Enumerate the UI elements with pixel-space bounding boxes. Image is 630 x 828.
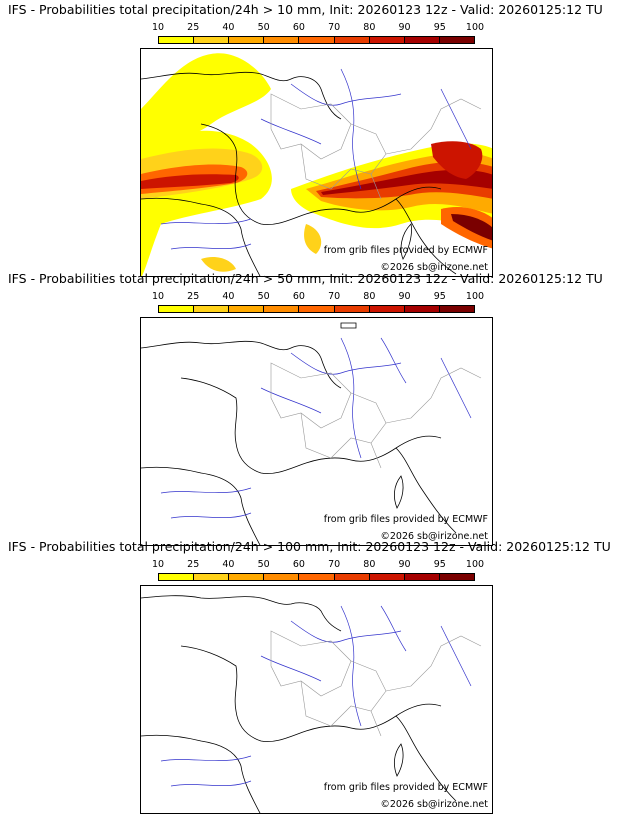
copyright-note: ©2026 sb@irizone.net (380, 799, 488, 810)
colorbar-segment (264, 574, 300, 580)
colorbar-tick-label: 95 (433, 559, 446, 570)
colorbar-tick-label: 60 (292, 291, 305, 302)
colorbar-segment (299, 306, 335, 312)
forecast-panel-50mm: IFS - Probabilities total precipitation/… (0, 269, 630, 546)
colorbar-tick-label: 50 (257, 559, 270, 570)
colorbar-segment (229, 37, 265, 43)
colorbar-tick-label: 10 (151, 22, 165, 33)
colorbar-tick-label: 50 (257, 291, 270, 302)
colorbar-segment (369, 37, 405, 43)
colorbar-segment (439, 37, 474, 43)
colorbar-segment (334, 306, 370, 312)
colorbar-tick-label: 10 (151, 291, 165, 302)
borders (270, 362, 482, 469)
colorbar-segment (404, 574, 440, 580)
precip-shading (141, 53, 492, 276)
coastlines (141, 322, 457, 545)
colorbar-tick-label: 90 (398, 22, 411, 33)
colorbar-tick-label: 60 (292, 22, 305, 33)
colorbar-ticks: 10 25 40 50 60 70 80 90 95 100 (152, 22, 484, 34)
colorbar-tick-label: 40 (222, 22, 235, 33)
colorbar-segment (159, 574, 195, 580)
colorbar-segment (194, 37, 230, 43)
panel-title: IFS - Probabilities total precipitation/… (8, 539, 611, 554)
colorbar-segment (439, 574, 474, 580)
colorbar-tick-label: 25 (187, 22, 200, 33)
colorbar-segment (159, 306, 195, 312)
rivers (160, 68, 472, 250)
colorbar-tick-label: 40 (222, 291, 235, 302)
colorbar-segment (404, 306, 440, 312)
colorbar-segment (229, 306, 265, 312)
colorbar (158, 36, 475, 44)
colorbar-tick-label: 25 (187, 291, 200, 302)
map-canvas (141, 595, 482, 813)
map-canvas (141, 322, 482, 545)
colorbar-tick-label: 40 (222, 559, 235, 570)
colorbar-segment (159, 37, 195, 43)
colorbar-tick-label: 90 (398, 291, 411, 302)
borders (270, 630, 482, 737)
colorbar-segment (369, 306, 405, 312)
colorbar-tick-label: 50 (257, 22, 270, 33)
colorbar-segment (439, 306, 474, 312)
panel-title: IFS - Probabilities total precipitation/… (8, 2, 603, 17)
colorbar-tick-label: 70 (328, 291, 341, 302)
colorbar-segment (404, 37, 440, 43)
colorbar-tick-label: 10 (151, 559, 165, 570)
rivers (160, 337, 472, 519)
probability-map[interactable]: from grib files provided by ECMWF ©2026 … (140, 317, 493, 546)
colorbar-tick-label: 100 (465, 22, 485, 33)
colorbar-tick-label: 90 (398, 559, 411, 570)
rivers (160, 605, 472, 787)
colorbar-ticks: 10 25 40 50 60 70 80 90 95 100 (152, 291, 484, 303)
probability-map[interactable]: from grib files provided by ECMWF ©2026 … (140, 48, 493, 277)
colorbar-tick-label: 80 (363, 559, 376, 570)
colorbar-segment (229, 574, 265, 580)
colorbar-tick-label: 95 (433, 291, 446, 302)
borders (270, 93, 482, 200)
forecast-panel-100mm: IFS - Probabilities total precipitation/… (0, 537, 630, 814)
forecast-panel-10mm: IFS - Probabilities total precipitation/… (0, 0, 630, 277)
colorbar-segment (369, 574, 405, 580)
colorbar (158, 573, 475, 581)
colorbar-segment (264, 306, 300, 312)
source-note: from grib files provided by ECMWF (323, 514, 488, 525)
colorbar (158, 305, 475, 313)
map-canvas (141, 53, 492, 276)
copyright-note: ©2026 sb@irizone.net (380, 531, 488, 542)
probability-map[interactable]: from grib files provided by ECMWF ©2026 … (140, 585, 493, 814)
source-note: from grib files provided by ECMWF (323, 245, 488, 256)
coastlines (141, 71, 457, 276)
colorbar-ticks: 10 25 40 50 60 70 80 90 95 100 (152, 559, 484, 571)
colorbar-tick-label: 60 (292, 559, 305, 570)
colorbar-segment (299, 37, 335, 43)
panel-title: IFS - Probabilities total precipitation/… (8, 271, 603, 286)
copyright-note: ©2026 sb@irizone.net (380, 262, 488, 273)
colorbar-tick-label: 70 (328, 22, 341, 33)
colorbar-segment (299, 574, 335, 580)
colorbar-segment (194, 306, 230, 312)
coastlines (141, 595, 457, 813)
colorbar-tick-label: 80 (363, 291, 376, 302)
source-note: from grib files provided by ECMWF (323, 782, 488, 793)
colorbar-segment (334, 574, 370, 580)
colorbar-tick-label: 100 (465, 559, 485, 570)
colorbar-tick-label: 80 (363, 22, 376, 33)
colorbar-tick-label: 95 (433, 22, 446, 33)
colorbar-segment (194, 574, 230, 580)
colorbar-segment (334, 37, 370, 43)
colorbar-segment (264, 37, 300, 43)
colorbar-tick-label: 70 (328, 559, 341, 570)
colorbar-tick-label: 25 (187, 559, 200, 570)
colorbar-tick-label: 100 (465, 291, 485, 302)
